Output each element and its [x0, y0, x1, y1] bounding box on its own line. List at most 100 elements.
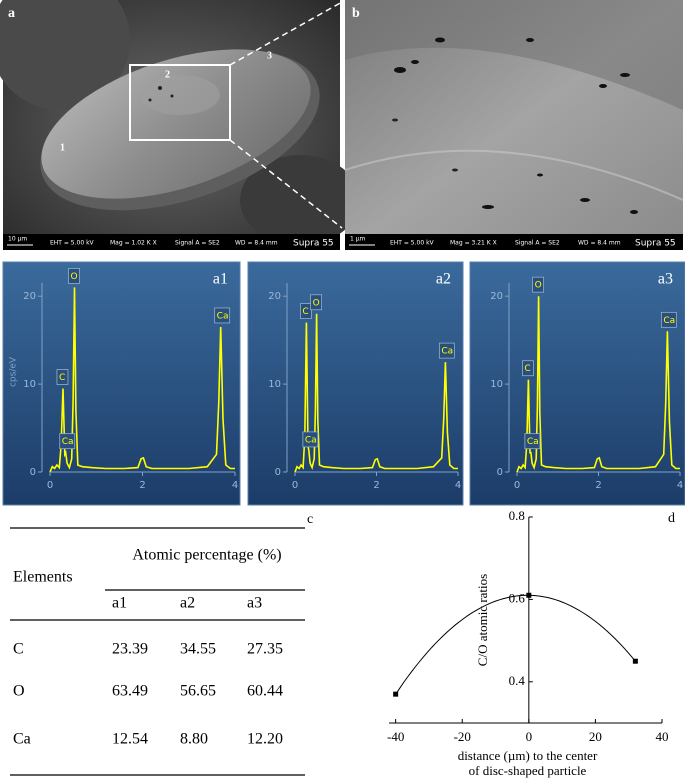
- info-text: EHT = 5.00 kV: [390, 240, 435, 247]
- peak-label-box: [214, 307, 231, 324]
- sem-panel-a: [0, 0, 360, 250]
- peak-label-box: [524, 433, 541, 450]
- table-cell: a2: [180, 595, 195, 612]
- info-text: 10 µm: [8, 236, 27, 243]
- data-point: [393, 691, 399, 697]
- peak-label: O: [535, 281, 542, 291]
- info-text: EHT = 5.00 kV: [50, 240, 95, 247]
- table-cell: a3: [247, 595, 262, 612]
- peak-label-box: [302, 431, 319, 448]
- peak-label: C: [302, 307, 308, 317]
- spectrum: [49, 287, 235, 473]
- table-cell: 12.20: [247, 731, 283, 748]
- table-cell: Ca: [13, 731, 31, 748]
- peak-label-box: [522, 360, 534, 377]
- x-tick-label: 4: [232, 480, 238, 491]
- peak-label: Ca: [441, 347, 453, 357]
- table-cell: Atomic percentage (%): [132, 547, 281, 564]
- x-tick-label: 2: [595, 480, 601, 491]
- eds-panel: 0 2 4 0 10 20 cps/eV a1 C Ca O Ca: [2, 261, 241, 506]
- y-tick-label: 0.6: [509, 590, 526, 605]
- peak-label-box: [310, 294, 322, 311]
- table-cell: 34.55: [180, 641, 216, 658]
- x-tick-label: 0: [292, 480, 298, 491]
- x-tick-label: 2: [373, 480, 379, 491]
- eds-panel: 0 2 4 0 10 20 a3 C Ca O Ca: [469, 261, 685, 506]
- sem-panel-b: [344, 0, 684, 250]
- y-tick-label: 20: [23, 291, 36, 302]
- peak-label: C: [524, 364, 530, 374]
- table-cell: Elements: [13, 569, 73, 586]
- x-tick-label: -40: [387, 729, 404, 744]
- x-tick-label: 4: [455, 480, 461, 491]
- panel-label: a: [8, 6, 15, 21]
- y-tick-label: 0: [275, 467, 281, 478]
- region-marker: 2: [165, 69, 170, 80]
- table-cell: 63.49: [112, 683, 148, 700]
- table-rules: [10, 527, 305, 776]
- y-tick-label: 20: [490, 291, 503, 302]
- x-axis-label: of disc-shaped particle: [469, 763, 587, 778]
- info-text: WD = 8.4 mm: [578, 240, 621, 247]
- region-marker: 3: [267, 50, 272, 61]
- peak-label-box: [532, 276, 544, 293]
- panel-label: c: [307, 512, 313, 527]
- panel-label: d: [668, 511, 675, 526]
- eds-background: [247, 261, 464, 506]
- table-cell: 23.39: [112, 641, 148, 658]
- table-cell: C: [13, 641, 24, 658]
- peak-label: Ca: [62, 437, 74, 447]
- info-text: 1 µm: [350, 236, 366, 243]
- peak-label: O: [71, 272, 78, 282]
- peak-label: O: [313, 298, 320, 308]
- table-cell: 12.54: [112, 731, 148, 748]
- info-text: Signal A = SE2: [175, 240, 220, 247]
- x-tick-label: 40: [656, 729, 669, 744]
- table-cell: a1: [112, 595, 127, 612]
- table-cell: 27.35: [247, 641, 283, 658]
- y-tick-label: 0.4: [509, 673, 526, 688]
- info-text: Supra 55: [635, 239, 676, 249]
- peak-label: Ca: [527, 437, 539, 447]
- peak-label: Ca: [217, 311, 229, 321]
- y-tick-label: 20: [268, 291, 281, 302]
- peak-label-box: [59, 433, 76, 450]
- spectrum: [516, 296, 680, 473]
- info-text: Mag = 3.21 K X: [450, 240, 497, 247]
- peak-label-box: [660, 311, 677, 328]
- y-tick-label: 10: [23, 379, 36, 390]
- data-point: [526, 592, 532, 598]
- info-text: Mag = 1.02 K X: [110, 240, 157, 247]
- y-axis-label: C/O atomic ratios: [475, 574, 490, 666]
- x-tick-label: 4: [677, 480, 683, 491]
- x-tick-label: 0: [514, 480, 520, 491]
- panel-label: a2: [436, 271, 451, 288]
- table-cell: 60.44: [247, 683, 283, 700]
- x-tick-label: 0: [526, 729, 533, 744]
- x-tick-label: 20: [589, 729, 602, 744]
- eds-background: [469, 261, 685, 506]
- info-text: WD = 8.4 mm: [235, 240, 278, 247]
- info-text: Signal A = SE2: [515, 240, 560, 247]
- x-axis-label: distance (µm) to the center: [458, 748, 598, 763]
- x-tick-label: 0: [47, 480, 53, 491]
- x-tick-label: -20: [454, 729, 471, 744]
- table-cell: 56.65: [180, 683, 216, 700]
- spectrum: [294, 313, 458, 473]
- y-tick-label: 0: [497, 467, 503, 478]
- panel-label: a1: [213, 271, 228, 288]
- panel-label: a3: [658, 271, 673, 288]
- peak-label-box: [438, 342, 455, 359]
- x-tick-label: 2: [139, 480, 145, 491]
- peak-label-box: [68, 267, 80, 284]
- y-axis-label: cps/eV: [9, 356, 19, 387]
- peak-label-box: [56, 369, 69, 385]
- fit-curve: [395, 594, 636, 695]
- info-text: Supra 55: [293, 239, 334, 249]
- table-cell: 8.80: [180, 731, 208, 748]
- region-marker: 1: [60, 142, 65, 153]
- table-cell: O: [13, 683, 25, 700]
- peak-label-box: [300, 303, 312, 319]
- y-tick-label: 10: [268, 379, 281, 390]
